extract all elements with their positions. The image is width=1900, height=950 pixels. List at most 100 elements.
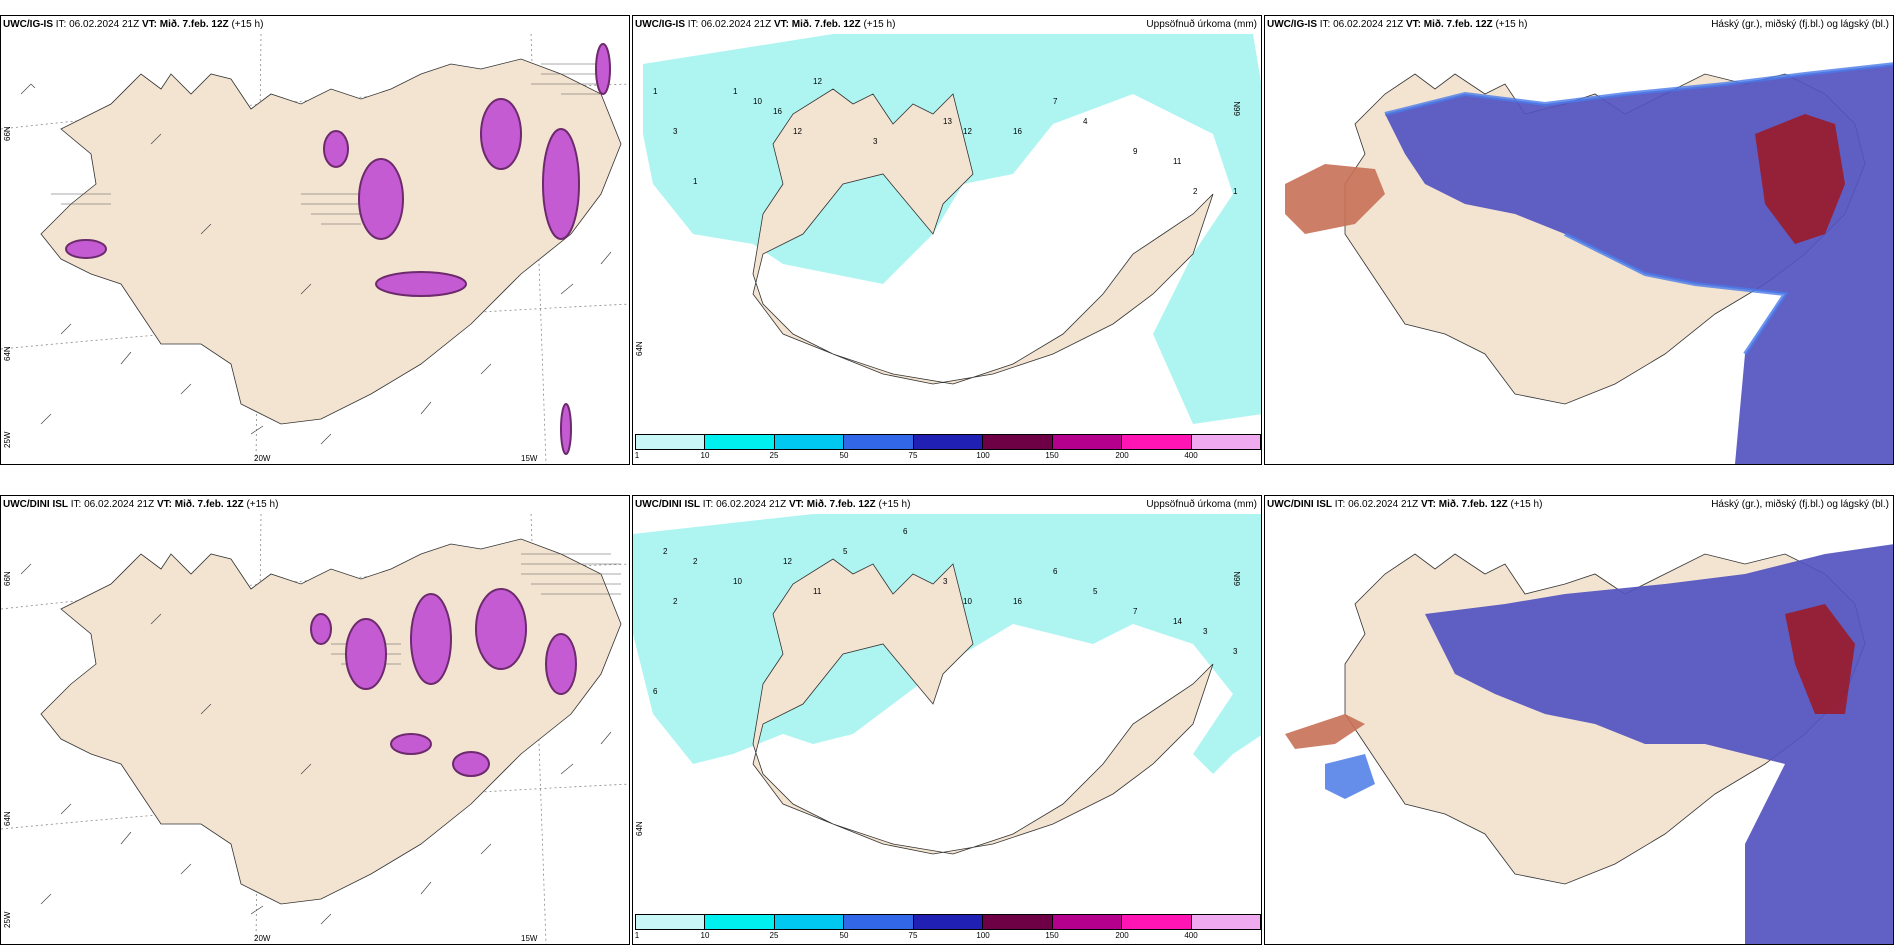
it-label: IT: [1319,19,1331,30]
colorbar-swatch [704,434,774,450]
colorbar-swatch [1121,434,1191,450]
model-name: UWC/DINI ISL [635,499,700,510]
colorbar-tick: 400 [1184,931,1198,940]
svg-text:10: 10 [753,97,762,106]
map-precip: 2 2 10 12 11 5 6 3 10 16 6 5 7 14 3 3 2 6 [633,514,1261,944]
map-wind-snow [1,34,629,464]
lead-time: (+15 h) [1495,19,1528,30]
snow-hatch [51,63,611,225]
svg-text:9: 9 [1133,147,1138,156]
lat-label-66n: 66N [3,571,12,586]
svg-text:13: 13 [943,117,952,126]
vt-label: VT: [788,499,804,510]
precip-colorbar: 1 10 25 50 75 100 150 200 400 [635,914,1261,942]
svg-text:1: 1 [733,87,738,96]
it-value: 06.02.2024 21Z [84,499,155,510]
svg-text:6: 6 [653,687,658,696]
colorbar-swatch [635,434,705,450]
colorbar-tick: 150 [1045,931,1059,940]
svg-text:4: 4 [1083,117,1088,126]
wind-barbs [20,83,612,445]
low-cloud-blob [1325,754,1375,799]
svg-text:3: 3 [1203,627,1208,636]
iceland-land [752,88,1214,385]
it-label: IT: [1334,499,1346,510]
svg-text:12: 12 [793,127,802,136]
colorbar-swatch [912,914,983,930]
colorbar-swatch [982,434,1052,450]
it-label: IT: [55,19,67,30]
vt-value: Mið. 7.feb. 12Z [791,19,861,30]
snow-areas [310,588,577,777]
colorbar-tick: 25 [769,451,779,460]
vt-label: VT: [156,499,172,510]
svg-text:16: 16 [1013,597,1022,606]
colorbar-tick: 200 [1115,931,1129,940]
svg-text:3: 3 [673,127,678,136]
panel-top-precip: UWC/IG-IS IT: 06.02.2024 21Z VT: Mið. 7.… [632,15,1262,465]
colorbar-tick: 25 [769,931,779,940]
colorbar-tick: 1 [634,931,640,940]
svg-text:16: 16 [1013,127,1022,136]
colorbar-swatch [843,434,913,450]
lat-label-25w: 25W [3,911,12,928]
svg-text:5: 5 [843,547,848,556]
svg-text:12: 12 [783,557,792,566]
panel-top-clouds: UWC/IG-IS IT: 06.02.2024 21Z VT: Mið. 7.… [1264,15,1894,465]
it-value: 06.02.2024 21Z [1348,499,1419,510]
high-cloud-east [1755,114,1845,244]
precip-numbers: 2 2 10 12 11 5 6 3 10 16 6 5 7 14 3 3 2 6 [653,527,1238,696]
panel-header: UWC/DINI ISL IT: 06.02.2024 21Z VT: Mið.… [633,496,1261,514]
svg-text:12: 12 [963,127,972,136]
svg-text:6: 6 [1053,567,1058,576]
colorbar-swatch [912,434,983,450]
colorbar-tick: 75 [908,931,918,940]
panel-header: UWC/IG-IS IT: 06.02.2024 21Z VT: Mið. 7.… [1,16,629,34]
vt-label: VT: [1405,19,1421,30]
colorbar-swatches [635,914,1261,930]
colorbar-tick: 10 [700,931,710,940]
colorbar-tick: 1 [634,451,640,460]
vt-value: Mið. 7.feb. 12Z [159,19,229,30]
colorbar-swatches [635,434,1261,450]
colorbar-tick: 100 [976,931,990,940]
svg-text:1: 1 [653,87,658,96]
panel-header: UWC/DINI ISL IT: 06.02.2024 21Z VT: Mið.… [1265,496,1893,514]
lead-time: (+15 h) [246,499,279,510]
iceland-land [752,558,1214,855]
colorbar-swatch [1190,914,1261,930]
it-value: 06.02.2024 21Z [1333,19,1404,30]
colorbar-tick: 50 [839,931,849,940]
panel-bottom-wind-snow: UWC/DINI ISL IT: 06.02.2024 21Z VT: Mið.… [0,495,630,945]
svg-text:11: 11 [813,587,822,596]
svg-text:7: 7 [1133,607,1138,616]
svg-text:14: 14 [1173,617,1182,626]
model-name: UWC/IG-IS [635,19,685,30]
colorbar-tick: 75 [908,451,918,460]
lead-time: (+15 h) [863,19,896,30]
svg-text:16: 16 [773,107,782,116]
mid-cloud [1425,544,1893,944]
lead-time: (+15 h) [231,19,264,30]
vt-label: VT: [1420,499,1436,510]
field-title: Háský (gr.), miðský (fj.bl.) og lágský (… [1711,499,1889,510]
svg-text:10: 10 [963,597,972,606]
colorbar-swatch [843,914,913,930]
model-name: UWC/DINI ISL [1267,499,1332,510]
field-title: Háský (gr.), miðský (fj.bl.) og lágský (… [1711,19,1889,30]
svg-text:3: 3 [943,577,948,586]
iceland-land [40,538,622,905]
vt-label: VT: [773,19,789,30]
colorbar-swatch [773,914,844,930]
svg-text:3: 3 [873,137,878,146]
lat-label-66n: 66N [3,126,12,141]
colorbar-swatch [982,914,1052,930]
lat-label-25w: 25W [3,431,12,448]
model-name: UWC/IG-IS [3,19,53,30]
vt-value: Mið. 7.feb. 12Z [1423,19,1493,30]
map-wind-snow [1,514,629,944]
panel-header: UWC/DINI ISL IT: 06.02.2024 21Z VT: Mið.… [1,496,629,514]
lat-label-64n: 64N [635,341,644,356]
